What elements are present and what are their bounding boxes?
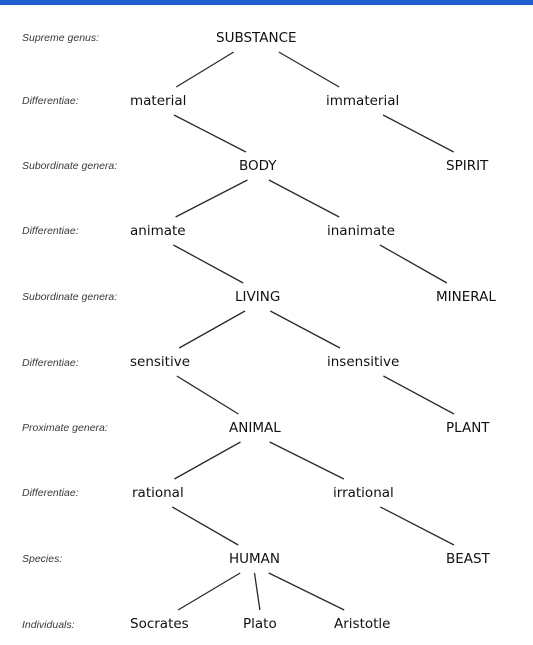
row-labels: Supreme genus: Differentiae: Subordinate… bbox=[22, 32, 117, 631]
edge-animal-rational bbox=[174, 441, 241, 480]
node-animate: animate bbox=[130, 223, 186, 239]
edge-substance-material bbox=[175, 51, 235, 88]
node-body: BODY bbox=[239, 158, 277, 174]
edge-living-sensitive bbox=[178, 310, 246, 349]
node-material: material bbox=[130, 93, 186, 109]
node-plant: PLANT bbox=[446, 420, 490, 436]
node-insensitive: insensitive bbox=[327, 354, 399, 370]
node-socrates: Socrates bbox=[130, 616, 189, 632]
row-label-differentiae-1: Differentiae: bbox=[22, 95, 79, 107]
tree-nodes: SUBSTANCE material immaterial BODY SPIRI… bbox=[130, 30, 496, 632]
top-accent-bar bbox=[0, 0, 533, 5]
edge-substance-immaterial bbox=[278, 51, 340, 88]
node-mineral: MINERAL bbox=[436, 289, 496, 305]
row-label-subordinate-genera-1: Subordinate genera: bbox=[22, 160, 117, 172]
edge-insensitive-plant bbox=[383, 375, 455, 415]
edge-human-socrates bbox=[177, 572, 241, 611]
edge-body-animate bbox=[175, 179, 248, 218]
row-label-differentiae-2: Differentiae: bbox=[22, 225, 79, 237]
node-substance: SUBSTANCE bbox=[216, 30, 297, 46]
node-living: LIVING bbox=[235, 289, 280, 305]
node-irrational: irrational bbox=[333, 485, 394, 501]
node-immaterial: immaterial bbox=[326, 93, 399, 109]
edge-sensitive-animal bbox=[176, 375, 239, 415]
node-animal: ANIMAL bbox=[229, 420, 281, 436]
row-label-species: Species: bbox=[22, 553, 62, 565]
edge-animal-irrational bbox=[269, 441, 345, 480]
edge-inanimate-mineral bbox=[379, 244, 448, 284]
node-plato: Plato bbox=[243, 616, 277, 632]
node-human: HUMAN bbox=[229, 551, 280, 567]
edge-animate-living bbox=[173, 244, 244, 284]
row-label-proximate-genera: Proximate genera: bbox=[22, 422, 108, 434]
row-label-supreme-genus: Supreme genus: bbox=[22, 32, 99, 44]
edge-living-insensitive bbox=[269, 310, 341, 349]
tree-edges bbox=[171, 51, 455, 611]
node-aristotle: Aristotle bbox=[334, 616, 390, 632]
row-label-individuals: Individuals: bbox=[22, 619, 75, 631]
edge-human-plato bbox=[253, 572, 261, 611]
edge-immaterial-spirit bbox=[382, 114, 455, 153]
row-label-differentiae-3: Differentiae: bbox=[22, 357, 79, 369]
node-rational: rational bbox=[132, 485, 184, 501]
row-label-differentiae-4: Differentiae: bbox=[22, 487, 79, 499]
edge-body-inanimate bbox=[268, 179, 340, 218]
edge-human-aristotle bbox=[268, 572, 345, 611]
edge-material-body bbox=[173, 114, 247, 153]
node-sensitive: sensitive bbox=[130, 354, 190, 370]
edge-rational-human bbox=[171, 506, 239, 546]
node-spirit: SPIRIT bbox=[446, 158, 489, 174]
edge-irrational-beast bbox=[380, 506, 455, 546]
node-inanimate: inanimate bbox=[327, 223, 395, 239]
row-label-subordinate-genera-2: Subordinate genera: bbox=[22, 291, 117, 303]
node-beast: BEAST bbox=[446, 551, 491, 567]
